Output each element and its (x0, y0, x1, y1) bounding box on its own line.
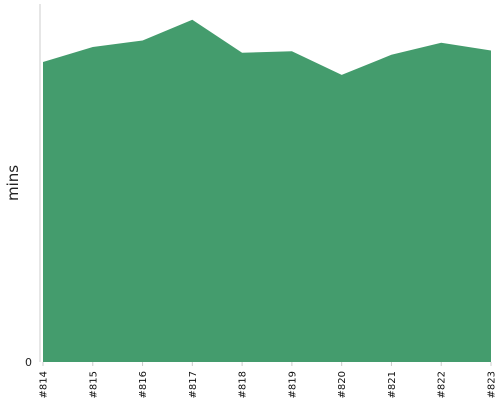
x-tick-label: #819 (287, 371, 298, 398)
y-tick-label: 0 (25, 356, 32, 369)
x-tick-label: #820 (337, 371, 348, 398)
x-tick-label: #816 (138, 371, 149, 398)
x-tick-label: #821 (387, 371, 398, 398)
x-tick-label: #822 (437, 371, 448, 398)
x-tick-label: #818 (238, 371, 249, 398)
x-tick-label: #817 (188, 371, 199, 398)
y-axis-label: mins (4, 165, 22, 201)
x-axis: #814 #815 #816 #817 #818 #819 #820 #821 #822 #823 (39, 362, 498, 398)
x-tick-label: #814 (39, 371, 50, 398)
area-series (43, 19, 491, 363)
x-tick-label: #823 (487, 371, 498, 398)
x-tick-label: #815 (88, 371, 99, 398)
